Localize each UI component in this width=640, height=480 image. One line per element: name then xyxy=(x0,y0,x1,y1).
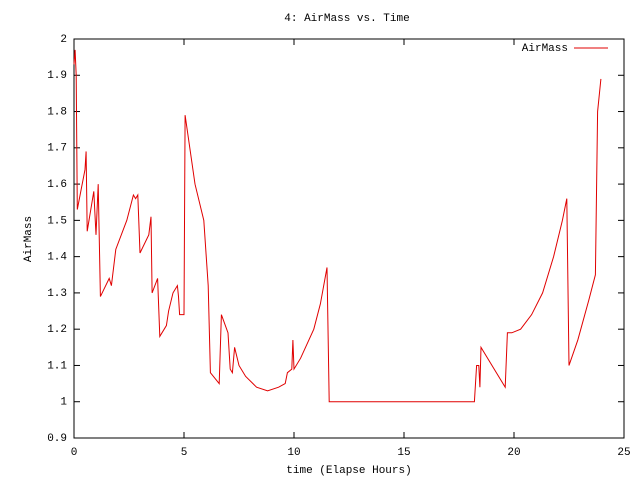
y-tick-label: 1.8 xyxy=(47,106,67,118)
y-tick-label: 1.9 xyxy=(47,70,67,82)
chart-title: 4: AirMass vs. Time xyxy=(284,13,409,25)
data-line xyxy=(73,49,602,403)
y-tick-label: 1.2 xyxy=(47,324,67,336)
x-tick-label: 20 xyxy=(507,447,520,459)
x-tick-label: 10 xyxy=(287,447,300,459)
plot-frame xyxy=(73,38,625,439)
y-tick-label: 1.5 xyxy=(47,215,67,227)
x-tick-label: 0 xyxy=(71,447,78,459)
y-tick-label: 1.3 xyxy=(47,288,67,300)
y-tick-label: 1 xyxy=(60,397,67,409)
y-tick-label: 1.7 xyxy=(47,143,67,155)
y-axis-label: AirMass xyxy=(23,216,35,262)
x-axis-label: time (Elapse Hours) xyxy=(286,465,411,477)
legend-label: AirMass xyxy=(522,43,568,55)
y-tick-label: 1.6 xyxy=(47,179,67,191)
y-tick-label: 0.9 xyxy=(47,433,67,445)
x-tick-label: 15 xyxy=(397,447,410,459)
x-tick-label: 5 xyxy=(181,447,188,459)
x-tick-label: 25 xyxy=(617,447,630,459)
y-tick-label: 2 xyxy=(60,34,67,46)
y-tick-label: 1.4 xyxy=(47,252,67,264)
y-tick-label: 1.1 xyxy=(47,360,67,372)
